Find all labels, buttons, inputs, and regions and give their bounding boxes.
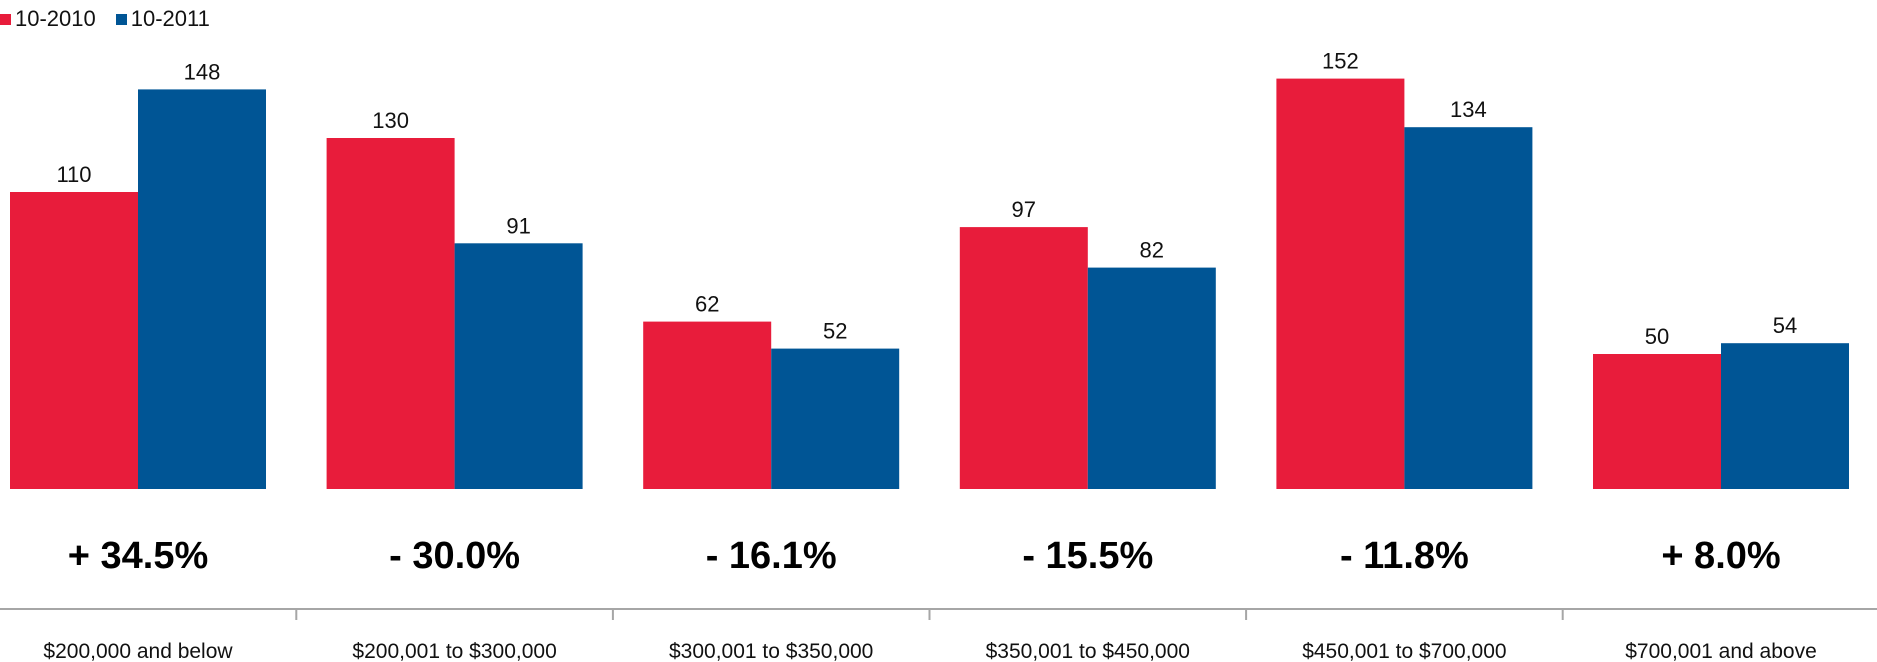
legend-item-10-2010: 10-2010	[0, 6, 96, 32]
category-label-1: $200,001 to $300,000	[352, 640, 556, 662]
value-label-10-2010-0: 110	[56, 162, 91, 187]
value-label-10-2011-2: 52	[823, 319, 847, 344]
value-label-10-2010-3: 97	[1012, 197, 1036, 222]
bar-10-2011-1	[454, 243, 583, 489]
change-label-0: + 34.5%	[68, 535, 209, 577]
category-label-3: $350,001 to $450,000	[986, 640, 1190, 662]
bar-10-2010-5	[1593, 354, 1721, 489]
value-label-10-2011-0: 148	[184, 59, 221, 84]
value-label-10-2011-3: 82	[1140, 238, 1164, 263]
bar-10-2010-3	[959, 227, 1088, 489]
legend-swatch-10-2010	[0, 13, 11, 25]
value-label-10-2011-5: 54	[1773, 313, 1797, 338]
bar-10-2010-1	[326, 138, 455, 489]
value-label-10-2010-4: 152	[1322, 49, 1359, 74]
legend-swatch-10-2011	[115, 13, 127, 25]
legend-label-10-2010: 10-2010	[15, 6, 96, 31]
change-label-4: - 11.8%	[1340, 535, 1469, 577]
category-label-4: $450,001 to $700,000	[1302, 640, 1506, 662]
legend-item-10-2011: 10-2011	[115, 6, 210, 32]
value-label-10-2010-5: 50	[1645, 324, 1669, 349]
bar-10-2011-3	[1087, 267, 1216, 489]
category-label-2: $300,001 to $350,000	[669, 640, 873, 662]
category-label-5: $700,001 and above	[1625, 640, 1817, 662]
value-label-10-2011-4: 134	[1450, 97, 1487, 122]
legend: 10-2010 10-2011	[0, 6, 230, 32]
value-label-10-2010-2: 62	[695, 292, 719, 317]
bar-10-2011-5	[1721, 343, 1849, 489]
bar-10-2010-0	[10, 192, 138, 489]
bar-10-2011-4	[1404, 127, 1533, 489]
bar-10-2011-0	[138, 89, 266, 490]
value-label-10-2011-1: 91	[506, 213, 530, 238]
legend-label-10-2011: 10-2011	[130, 6, 210, 31]
change-label-2: - 16.1%	[706, 535, 837, 577]
change-label-5: + 8.0%	[1661, 535, 1780, 577]
value-label-10-2010-1: 130	[372, 108, 409, 133]
category-label-0: $200,000 and below	[43, 640, 233, 662]
bar-10-2010-2	[643, 321, 772, 489]
change-label-3: - 15.5%	[1022, 535, 1153, 577]
change-label-1: - 30.0%	[389, 535, 520, 577]
bar-10-2010-4	[1276, 78, 1405, 489]
bar-10-2011-2	[771, 348, 900, 489]
